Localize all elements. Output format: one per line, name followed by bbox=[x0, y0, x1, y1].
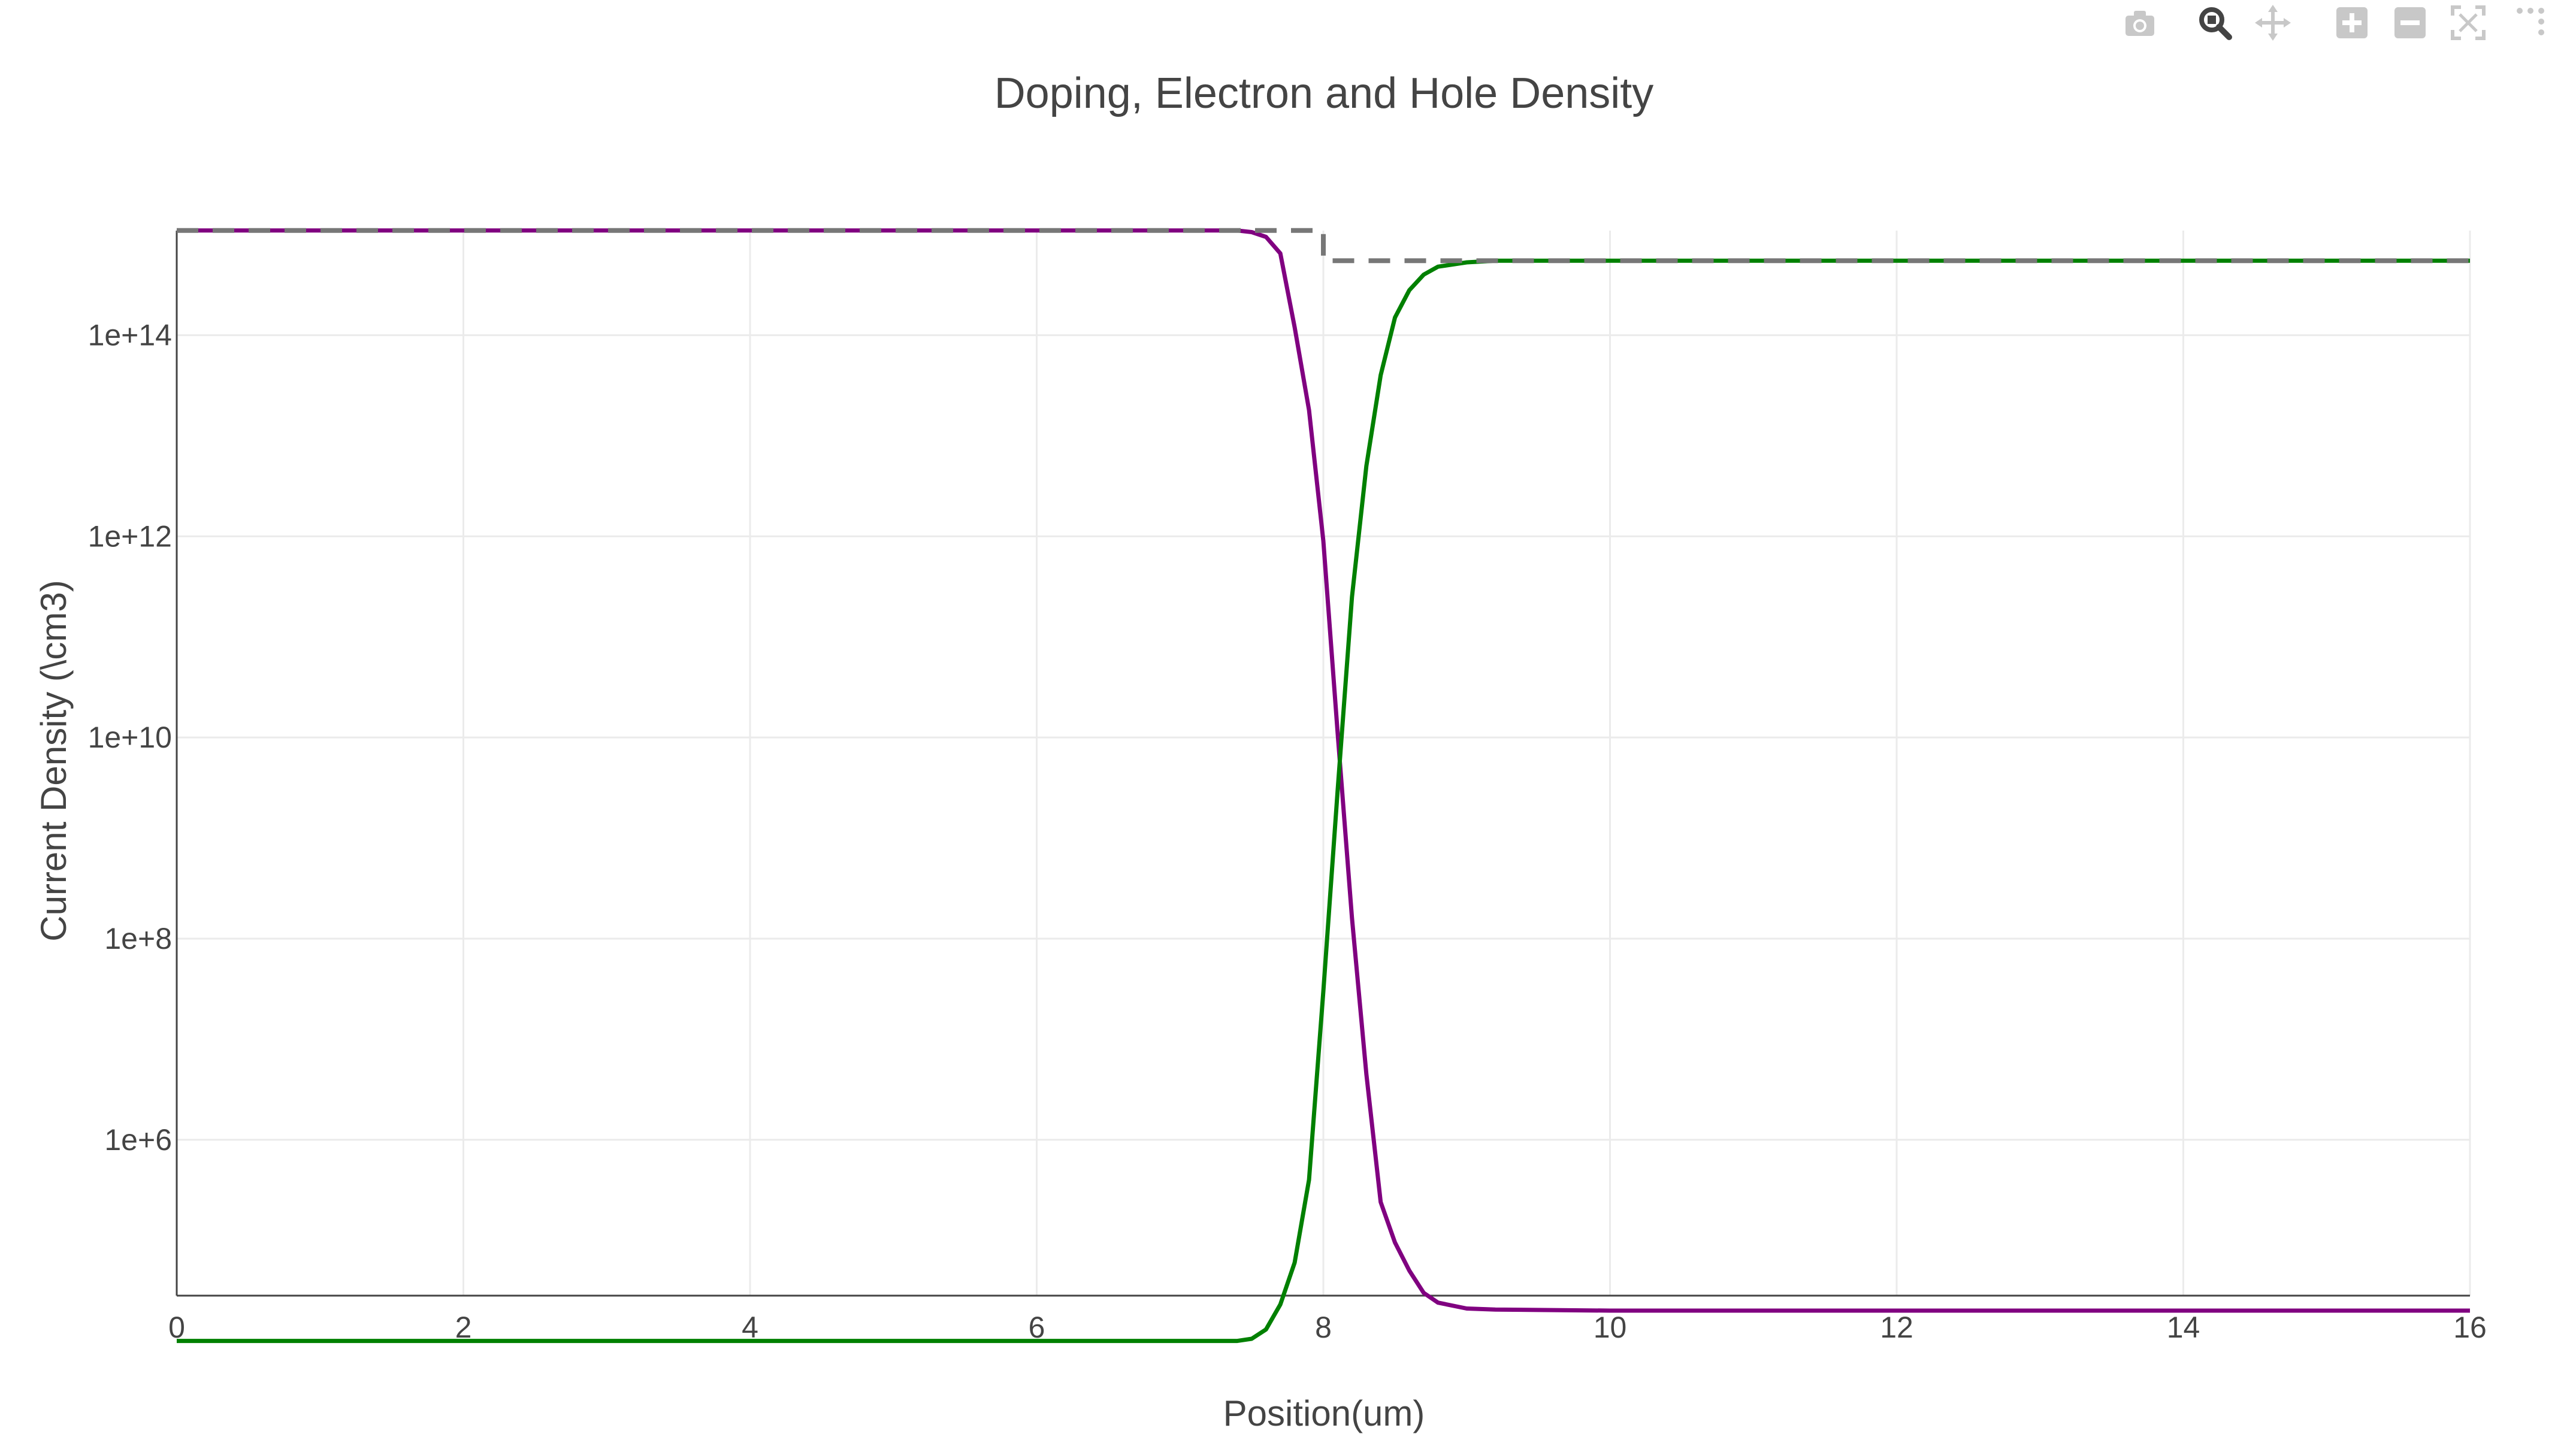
y-tick-label: 1e+8 bbox=[104, 922, 172, 955]
chart-title: Doping, Electron and Hole Density bbox=[994, 69, 1654, 117]
y-tick-label: 1e+12 bbox=[88, 519, 172, 553]
pan-icon[interactable] bbox=[2254, 4, 2292, 42]
y-tick-label: 1e+10 bbox=[88, 721, 172, 754]
camera-icon[interactable] bbox=[2121, 4, 2159, 42]
zoom-out-icon[interactable] bbox=[2391, 4, 2429, 42]
x-tick-label: 6 bbox=[1029, 1311, 1045, 1344]
x-tick-label: 2 bbox=[455, 1311, 472, 1344]
x-tick-label: 16 bbox=[2453, 1311, 2487, 1344]
doping-line bbox=[177, 228, 2470, 264]
y-tick-label: 1e+6 bbox=[104, 1123, 172, 1157]
modebar bbox=[2121, 0, 2576, 42]
y-axis-title: Current Density (\cm3) bbox=[34, 580, 74, 941]
y-tick-label: 1e+14 bbox=[88, 319, 172, 352]
zoom-in-icon[interactable] bbox=[2333, 4, 2371, 42]
x-tick-label: 14 bbox=[2167, 1311, 2200, 1344]
zoom-icon[interactable] bbox=[2196, 4, 2234, 42]
x-tick-label: 12 bbox=[1880, 1311, 1913, 1344]
x-tick-label: 8 bbox=[1315, 1311, 1332, 1344]
x-tick-label: 0 bbox=[168, 1311, 185, 1344]
grid bbox=[176, 231, 2471, 1297]
x-axis-title: Position(um) bbox=[1223, 1393, 1425, 1433]
x-tick-label: 10 bbox=[1594, 1311, 1627, 1344]
hole-density-line bbox=[177, 228, 2470, 1313]
tick-labels: 0 2 4 6 8 10 12 14 16 1e+6 1e+8 1e+10 1e+12 1e+14 bbox=[88, 319, 2487, 1344]
x-tick-label: 4 bbox=[742, 1311, 758, 1344]
reset-axes-icon[interactable] bbox=[2511, 4, 2550, 42]
autoscale-icon[interactable] bbox=[2449, 4, 2487, 42]
series-layer bbox=[177, 228, 2470, 1344]
